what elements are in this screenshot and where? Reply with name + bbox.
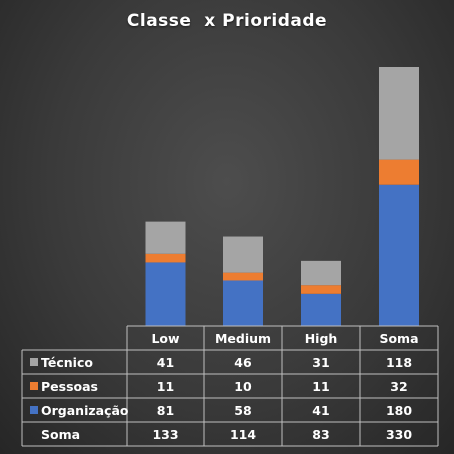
tick-label-soma: Soma [379,331,418,346]
data-label-tecnico-low: 41 [157,355,174,370]
legend-swatch-tecnico [30,358,38,366]
legend-swatch-pessoas [30,382,38,390]
total-value-soma: 330 [386,427,412,442]
chart-title: Classe x Prioridade [126,11,328,31]
bar-pessoas-low [145,253,186,263]
bar-tecnico-high [301,260,341,286]
data-label-pessoas-low: 11 [157,379,174,394]
bar-organizacao-medium [223,280,263,326]
legend-swatch-organizacao [30,406,38,414]
data-label-organizacao-high: 41 [312,403,329,418]
bar-tecnico-soma [379,67,419,160]
bar-pessoas-high [301,285,341,294]
bar-pessoas-medium [223,272,263,281]
data-label-tecnico-high: 31 [312,355,329,370]
data-label-tecnico-medium: 46 [234,355,252,370]
bar-pessoas-soma [379,159,419,185]
total-value-low: 133 [152,427,178,442]
bar-organizacao-high [301,293,341,326]
total-value-high: 83 [312,427,329,442]
tick-label-high: High [305,331,338,346]
data-label-pessoas-high: 11 [312,379,329,394]
data-label-organizacao-medium: 58 [234,403,251,418]
data-label-pessoas-soma: 32 [390,379,407,394]
bar-organizacao-low [145,262,186,326]
bar-tecnico-medium [223,236,263,273]
data-label-organizacao-soma: 180 [386,403,412,418]
tick-label-low: Low [151,331,180,346]
total-value-medium: 114 [230,427,256,442]
totals-label: Soma [41,427,80,442]
bar-tecnico-low [145,221,186,254]
data-label-tecnico-soma: 118 [386,355,412,370]
legend-label-tecnico: Técnico [41,355,93,370]
data-label-organizacao-low: 81 [157,403,174,418]
tick-label-medium: Medium [215,331,271,346]
legend-label-pessoas: Pessoas [41,379,98,394]
legend-label-organizacao: Organização [41,403,129,418]
data-label-pessoas-medium: 10 [234,379,252,394]
bar-organizacao-soma [379,184,419,326]
